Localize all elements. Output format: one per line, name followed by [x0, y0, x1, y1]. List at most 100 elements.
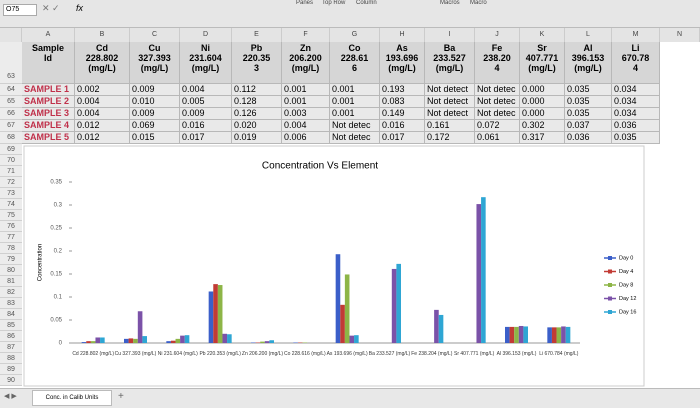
data-cell: 0.036: [612, 120, 660, 132]
formula-icons: ✕ ✓: [42, 3, 60, 13]
data-cell: 0.017: [180, 132, 232, 144]
sheet-bar: [0, 388, 700, 408]
data-cell: 0.302: [520, 120, 565, 132]
data-cell: 0.001: [330, 108, 380, 120]
data-cell: Not detect: [425, 108, 475, 120]
data-cell: 0.083: [380, 96, 425, 108]
data-cell: Not detec: [475, 108, 520, 120]
x-tick-label: Al 396.153 (mg/L): [496, 351, 537, 357]
bar: [260, 341, 265, 343]
row-number: 82: [0, 287, 22, 298]
x-tick-box: Al 396.153 (mg/L): [496, 351, 537, 357]
toolbar: [0, 0, 700, 28]
data-cell: 0.037: [565, 120, 612, 132]
bar: [476, 204, 482, 343]
row-number: 84: [0, 309, 22, 320]
data-cell: 0.016: [380, 120, 425, 132]
bar: [556, 327, 562, 343]
y-tick-label: 0.1: [54, 295, 63, 301]
data-cell: 0.004: [75, 108, 130, 120]
bar: [81, 342, 87, 343]
header-cell: Sr 407.771 (mg/L): [520, 42, 565, 84]
fx-label: fx: [76, 3, 84, 13]
bar: [523, 326, 528, 343]
y-tick-label: 0.3: [54, 203, 63, 209]
x-tick-label: Cd 228.802 (mg/L): [72, 351, 115, 357]
data-cell: 0.001: [282, 96, 330, 108]
bar: [354, 335, 359, 343]
row-number: 74: [0, 199, 22, 210]
header-cell: Co 228.61 6: [330, 42, 380, 84]
x-tick-label: Co 228.616 (mg/L): [283, 351, 326, 357]
data-cell: 0.004: [282, 120, 330, 132]
column-header: N: [660, 28, 700, 42]
column-header: D: [180, 28, 232, 42]
sample-id: SAMPLE 3: [22, 108, 75, 120]
bar: [100, 337, 105, 343]
x-tick-box: Cu 327.393 (mg/L): [115, 351, 157, 357]
header-cell: Zn 206.200 (mg/L): [282, 42, 330, 84]
column-header: C: [130, 28, 180, 42]
x-tick-label: Ba 233.527 (mg/L): [368, 351, 411, 357]
bar: [222, 333, 228, 343]
data-cell: 0.072: [475, 120, 520, 132]
data-cell: 0.002: [75, 84, 130, 96]
data-cell: 0.001: [282, 84, 330, 96]
bar: [124, 338, 129, 343]
row-number: 71: [0, 166, 22, 177]
x-tick-box: Co 228.616 (mg/L): [283, 351, 326, 357]
data-cell: 0.069: [130, 120, 180, 132]
name-box[interactable]: O75: [3, 4, 37, 16]
header-cell: Al 396.153 (mg/L): [565, 42, 612, 84]
data-cell: 0.034: [612, 96, 660, 108]
data-cell: 0.112: [232, 84, 282, 96]
data-cell: 0.012: [75, 132, 130, 144]
y-tick-label: 0.2: [54, 249, 63, 255]
x-tick-label: Li 670.784 (mg/L): [539, 351, 579, 357]
column-header: G: [330, 28, 380, 42]
data-cell: 0.035: [565, 84, 612, 96]
y-tick-label: 0.25: [50, 226, 62, 232]
x-tick-label: Ni 231.604 (mg/L): [157, 351, 198, 357]
data-cell: 0.000: [520, 108, 565, 120]
column-header: H: [380, 28, 425, 42]
bar: [551, 327, 557, 343]
row-number: 83: [0, 298, 22, 309]
bar: [481, 197, 486, 343]
row-number: 65: [0, 96, 22, 108]
sample-id: SAMPLE 4: [22, 120, 75, 132]
column-header: K: [520, 28, 565, 42]
bar: [391, 268, 397, 343]
x-tick-label: Sr 407.771 (mg/L): [454, 351, 495, 357]
x-tick-box: Li 670.784 (mg/L): [539, 351, 579, 357]
y-tick-label: 0.05: [50, 318, 62, 324]
data-cell: 0.193: [380, 84, 425, 96]
data-cell: 0.034: [612, 84, 660, 96]
data-cell: 0.035: [612, 132, 660, 144]
sheet-tab[interactable]: Conc. in Calib Units: [32, 390, 112, 406]
x-tick-box: Fe 238.204 (mg/L): [411, 351, 452, 357]
x-tick-label: Pb 220.353 (mg/L): [199, 351, 241, 357]
row-number: 73: [0, 188, 22, 199]
bar: [565, 326, 571, 343]
data-cell: 0.003: [282, 108, 330, 120]
header-cell: Pb 220.35 3: [232, 42, 282, 84]
header-cell: Fe 238.20 4: [475, 42, 520, 84]
data-cell: 0.004: [180, 84, 232, 96]
legend-label: Day 4: [619, 269, 633, 275]
data-cell: 0.061: [475, 132, 520, 144]
data-cell: 0.016: [180, 120, 232, 132]
ribbon-label: Macro: [470, 0, 487, 6]
data-cell: 0.012: [75, 120, 130, 132]
row-number: 76: [0, 221, 22, 232]
row-number: 63: [0, 42, 22, 84]
bar: [213, 284, 218, 343]
add-sheet[interactable]: +: [118, 391, 124, 402]
y-axis-label: Concentration: [38, 244, 44, 281]
sheet-nav[interactable]: ◀ ▶: [4, 393, 17, 400]
column-header: L: [565, 28, 612, 42]
sample-id: SAMPLE 5: [22, 132, 75, 144]
data-cell: Not detec: [475, 84, 520, 96]
legend-label: Day 16: [619, 309, 636, 315]
